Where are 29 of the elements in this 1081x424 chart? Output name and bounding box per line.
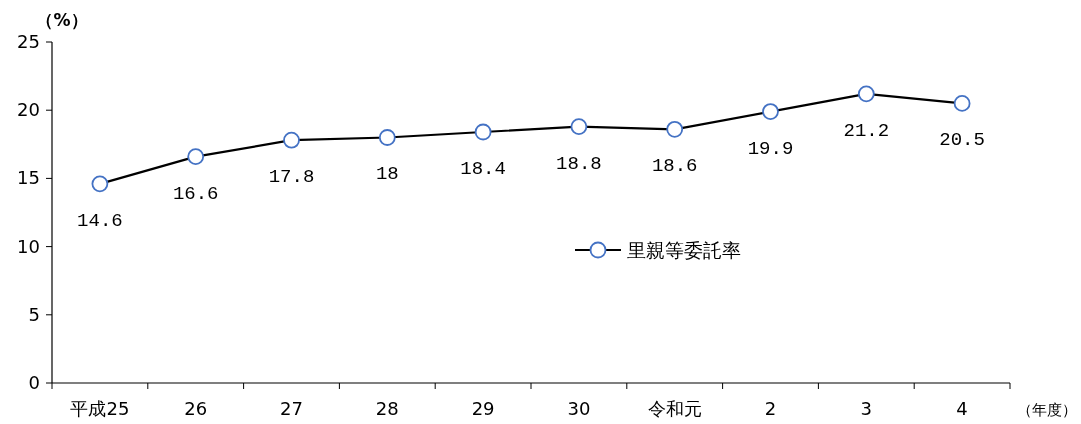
data-label: 18 bbox=[375, 163, 399, 186]
y-axis-title: （%） bbox=[36, 10, 88, 30]
y-tick-label: 20 bbox=[17, 99, 40, 121]
y-tick-label: 5 bbox=[28, 303, 40, 325]
x-tick-label: 平成25 bbox=[70, 398, 130, 419]
legend-label: 里親等委託率 bbox=[627, 239, 741, 261]
y-tick-label: 25 bbox=[17, 31, 40, 52]
y-tick-label: 0 bbox=[28, 372, 40, 393]
data-label: 17.8 bbox=[268, 166, 315, 189]
data-label: 16.6 bbox=[172, 182, 219, 205]
data-label: 18.8 bbox=[556, 152, 602, 175]
data-label: 21.2 bbox=[843, 119, 890, 142]
x-axis-title: （年度） bbox=[1017, 401, 1077, 419]
x-tick-label: 2 bbox=[764, 398, 777, 419]
x-tick-label: 4 bbox=[956, 398, 968, 419]
data-label: 20.5 bbox=[939, 129, 985, 152]
x-tick-label: 29 bbox=[471, 398, 495, 419]
data-label: 18.6 bbox=[651, 155, 698, 178]
data-label: 18.4 bbox=[460, 158, 506, 181]
x-tick-label: 3 bbox=[860, 398, 873, 419]
x-tick-label: 令和元 bbox=[647, 398, 702, 419]
data-label: 19.9 bbox=[747, 137, 794, 160]
x-tick-label: 30 bbox=[567, 398, 591, 419]
x-tick-label: 26 bbox=[184, 398, 208, 419]
data-label: 14.6 bbox=[77, 209, 123, 232]
y-tick-label: 10 bbox=[17, 235, 40, 257]
x-tick-label: 28 bbox=[375, 398, 399, 419]
x-tick-label: 27 bbox=[280, 398, 303, 419]
y-tick-label: 15 bbox=[17, 167, 40, 189]
